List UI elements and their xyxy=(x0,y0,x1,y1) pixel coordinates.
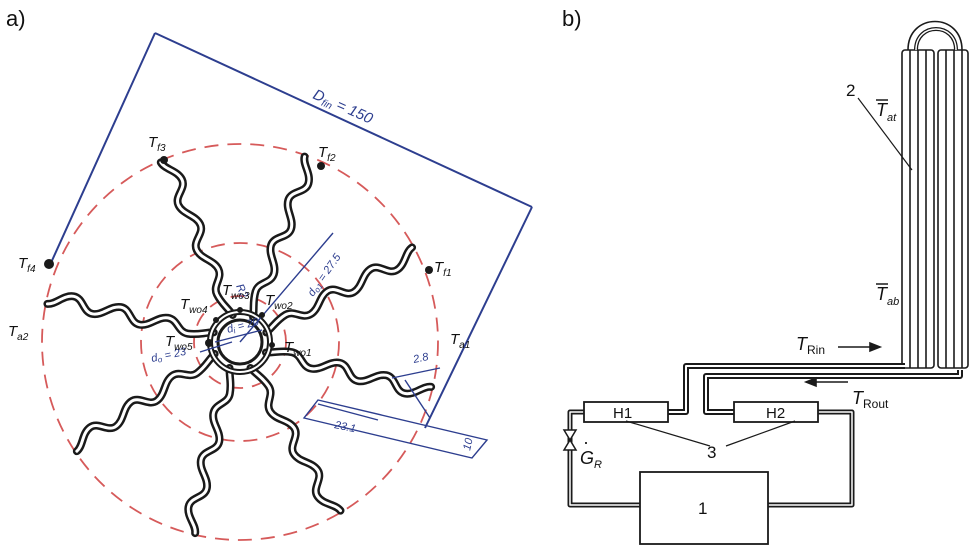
outer-fin-circle xyxy=(41,143,439,541)
leader-lines xyxy=(625,97,913,447)
label-two3: Two3 xyxy=(222,282,250,302)
label-3: 3 xyxy=(707,443,716,462)
label-tf2: Tf2 xyxy=(318,144,336,164)
tube-right-column xyxy=(937,49,969,369)
label-ta2: Ta2 xyxy=(8,323,29,343)
label-two4: Two4 xyxy=(180,296,208,316)
two3-point xyxy=(237,307,243,313)
dim-10-label: 10 xyxy=(461,436,476,451)
label-trin: TRin xyxy=(796,334,825,357)
tf1-point xyxy=(425,266,433,274)
label-two1: Two1 xyxy=(284,339,312,359)
label-gr: GR xyxy=(580,448,602,471)
tf3-point xyxy=(160,156,168,164)
fin-thickness-box xyxy=(302,399,489,459)
two2-point xyxy=(259,312,265,318)
tf4-point xyxy=(44,259,54,269)
dfin-label: Dfin = 150 xyxy=(310,86,376,129)
sensor-points xyxy=(44,156,433,348)
do1-leader xyxy=(239,232,334,343)
dim-28-ext xyxy=(404,379,431,419)
fin-6 xyxy=(167,368,257,533)
label-two5: Two5 xyxy=(165,333,193,353)
label-tab: Tab xyxy=(876,284,899,308)
temperature-labels: Tf3 Tf2 Tf4 Tf1 Ta1 Ta2 Two3 Two2 Two4 T… xyxy=(8,134,470,359)
label-trout: TRout xyxy=(852,388,889,411)
two4-point xyxy=(213,317,219,323)
two5-point xyxy=(205,339,213,347)
fin-7 xyxy=(250,357,340,522)
dashed-circles xyxy=(41,143,439,541)
do-leader xyxy=(199,341,233,353)
dfin-ext-right xyxy=(424,206,533,429)
label-gr-dot: · xyxy=(583,432,589,452)
tf2-point xyxy=(317,162,325,170)
panel-b-label: b) xyxy=(562,6,582,31)
leader-3a xyxy=(625,420,711,447)
pipes xyxy=(567,363,963,508)
label-2: 2 xyxy=(846,81,855,100)
unit-1-box xyxy=(639,471,769,545)
two1-point xyxy=(269,342,275,348)
fin-5 xyxy=(64,354,227,451)
h1-label: H1 xyxy=(613,405,632,422)
r2-label: R2 xyxy=(233,282,250,300)
heaters: H1 H2 xyxy=(583,401,819,423)
heater-h2 xyxy=(733,401,819,423)
dim-28-line xyxy=(391,367,441,379)
unit-1-label: 1 xyxy=(698,499,707,518)
panel-b: b) H xyxy=(562,6,969,545)
mid-fin-circle xyxy=(140,242,340,442)
leader-3b xyxy=(725,420,796,447)
di-leader xyxy=(214,329,263,343)
heater-h1 xyxy=(583,401,669,423)
panel-a: a) xyxy=(6,6,533,541)
outer-top-bend xyxy=(907,20,963,51)
top-bend xyxy=(914,27,958,51)
dimension-lines xyxy=(49,32,533,459)
do-label: do = 23 xyxy=(150,346,188,366)
vertical-tube-bank xyxy=(901,20,969,369)
dim-231-line xyxy=(317,403,379,421)
dim-28-label: 2.8 xyxy=(411,351,430,366)
label-tf4: Tf4 xyxy=(18,255,36,275)
dim-231-label: 23.1 xyxy=(332,419,356,435)
valve-icon xyxy=(562,429,578,451)
fins xyxy=(47,155,431,534)
label-two2: Two2 xyxy=(265,292,293,312)
label-tf1: Tf1 xyxy=(434,259,452,279)
inner-fin-circle xyxy=(193,295,287,389)
leader-2 xyxy=(857,97,913,171)
flow-arrows xyxy=(803,341,883,388)
label-tf3: Tf3 xyxy=(148,134,166,154)
di-label: di = 20 xyxy=(226,316,262,337)
panel-a-label: a) xyxy=(6,6,26,31)
label-tat: Tat xyxy=(876,100,897,124)
h2-label: H2 xyxy=(766,405,785,422)
label-ta1: Ta1 xyxy=(450,331,470,351)
dfin-dim-line xyxy=(154,32,533,208)
dfin-ext-left xyxy=(49,32,156,266)
